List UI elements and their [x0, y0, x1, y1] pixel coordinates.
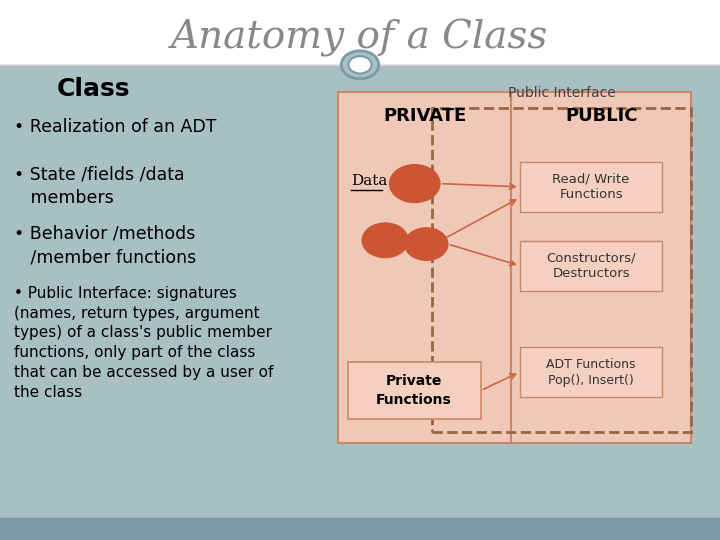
Text: ADT Functions
Pop(), Insert(): ADT Functions Pop(), Insert()	[546, 357, 636, 387]
Bar	[0, 0, 720, 65]
Bar	[0, 518, 720, 540]
Text: Data: Data	[351, 174, 388, 188]
Text: Class: Class	[57, 77, 130, 101]
Circle shape	[362, 223, 408, 258]
Circle shape	[341, 51, 379, 79]
Text: • Behavior /methods
   /member functions: • Behavior /methods /member functions	[14, 225, 197, 267]
Text: Private
Functions: Private Functions	[376, 374, 452, 407]
FancyBboxPatch shape	[520, 241, 662, 291]
FancyBboxPatch shape	[520, 347, 662, 397]
Text: • State /fields /data
   members: • State /fields /data members	[14, 165, 185, 207]
Circle shape	[390, 165, 440, 202]
Text: • Realization of an ADT: • Realization of an ADT	[14, 118, 217, 136]
FancyBboxPatch shape	[338, 92, 511, 443]
FancyBboxPatch shape	[520, 162, 662, 212]
Text: Read/ Write
Functions: Read/ Write Functions	[552, 172, 630, 201]
Text: Constructors/
Destructors: Constructors/ Destructors	[546, 251, 636, 280]
FancyBboxPatch shape	[348, 362, 481, 418]
Circle shape	[348, 56, 372, 73]
Circle shape	[405, 228, 448, 260]
Text: PRIVATE: PRIVATE	[383, 107, 467, 125]
FancyBboxPatch shape	[511, 92, 691, 443]
Text: • Public Interface: signatures
(names, return types, argument
types) of a class': • Public Interface: signatures (names, r…	[14, 286, 274, 400]
Text: Anatomy of a Class: Anatomy of a Class	[171, 19, 549, 57]
Text: Public Interface: Public Interface	[508, 86, 616, 100]
Text: PUBLIC: PUBLIC	[565, 107, 637, 125]
Bar	[0, 65, 720, 518]
